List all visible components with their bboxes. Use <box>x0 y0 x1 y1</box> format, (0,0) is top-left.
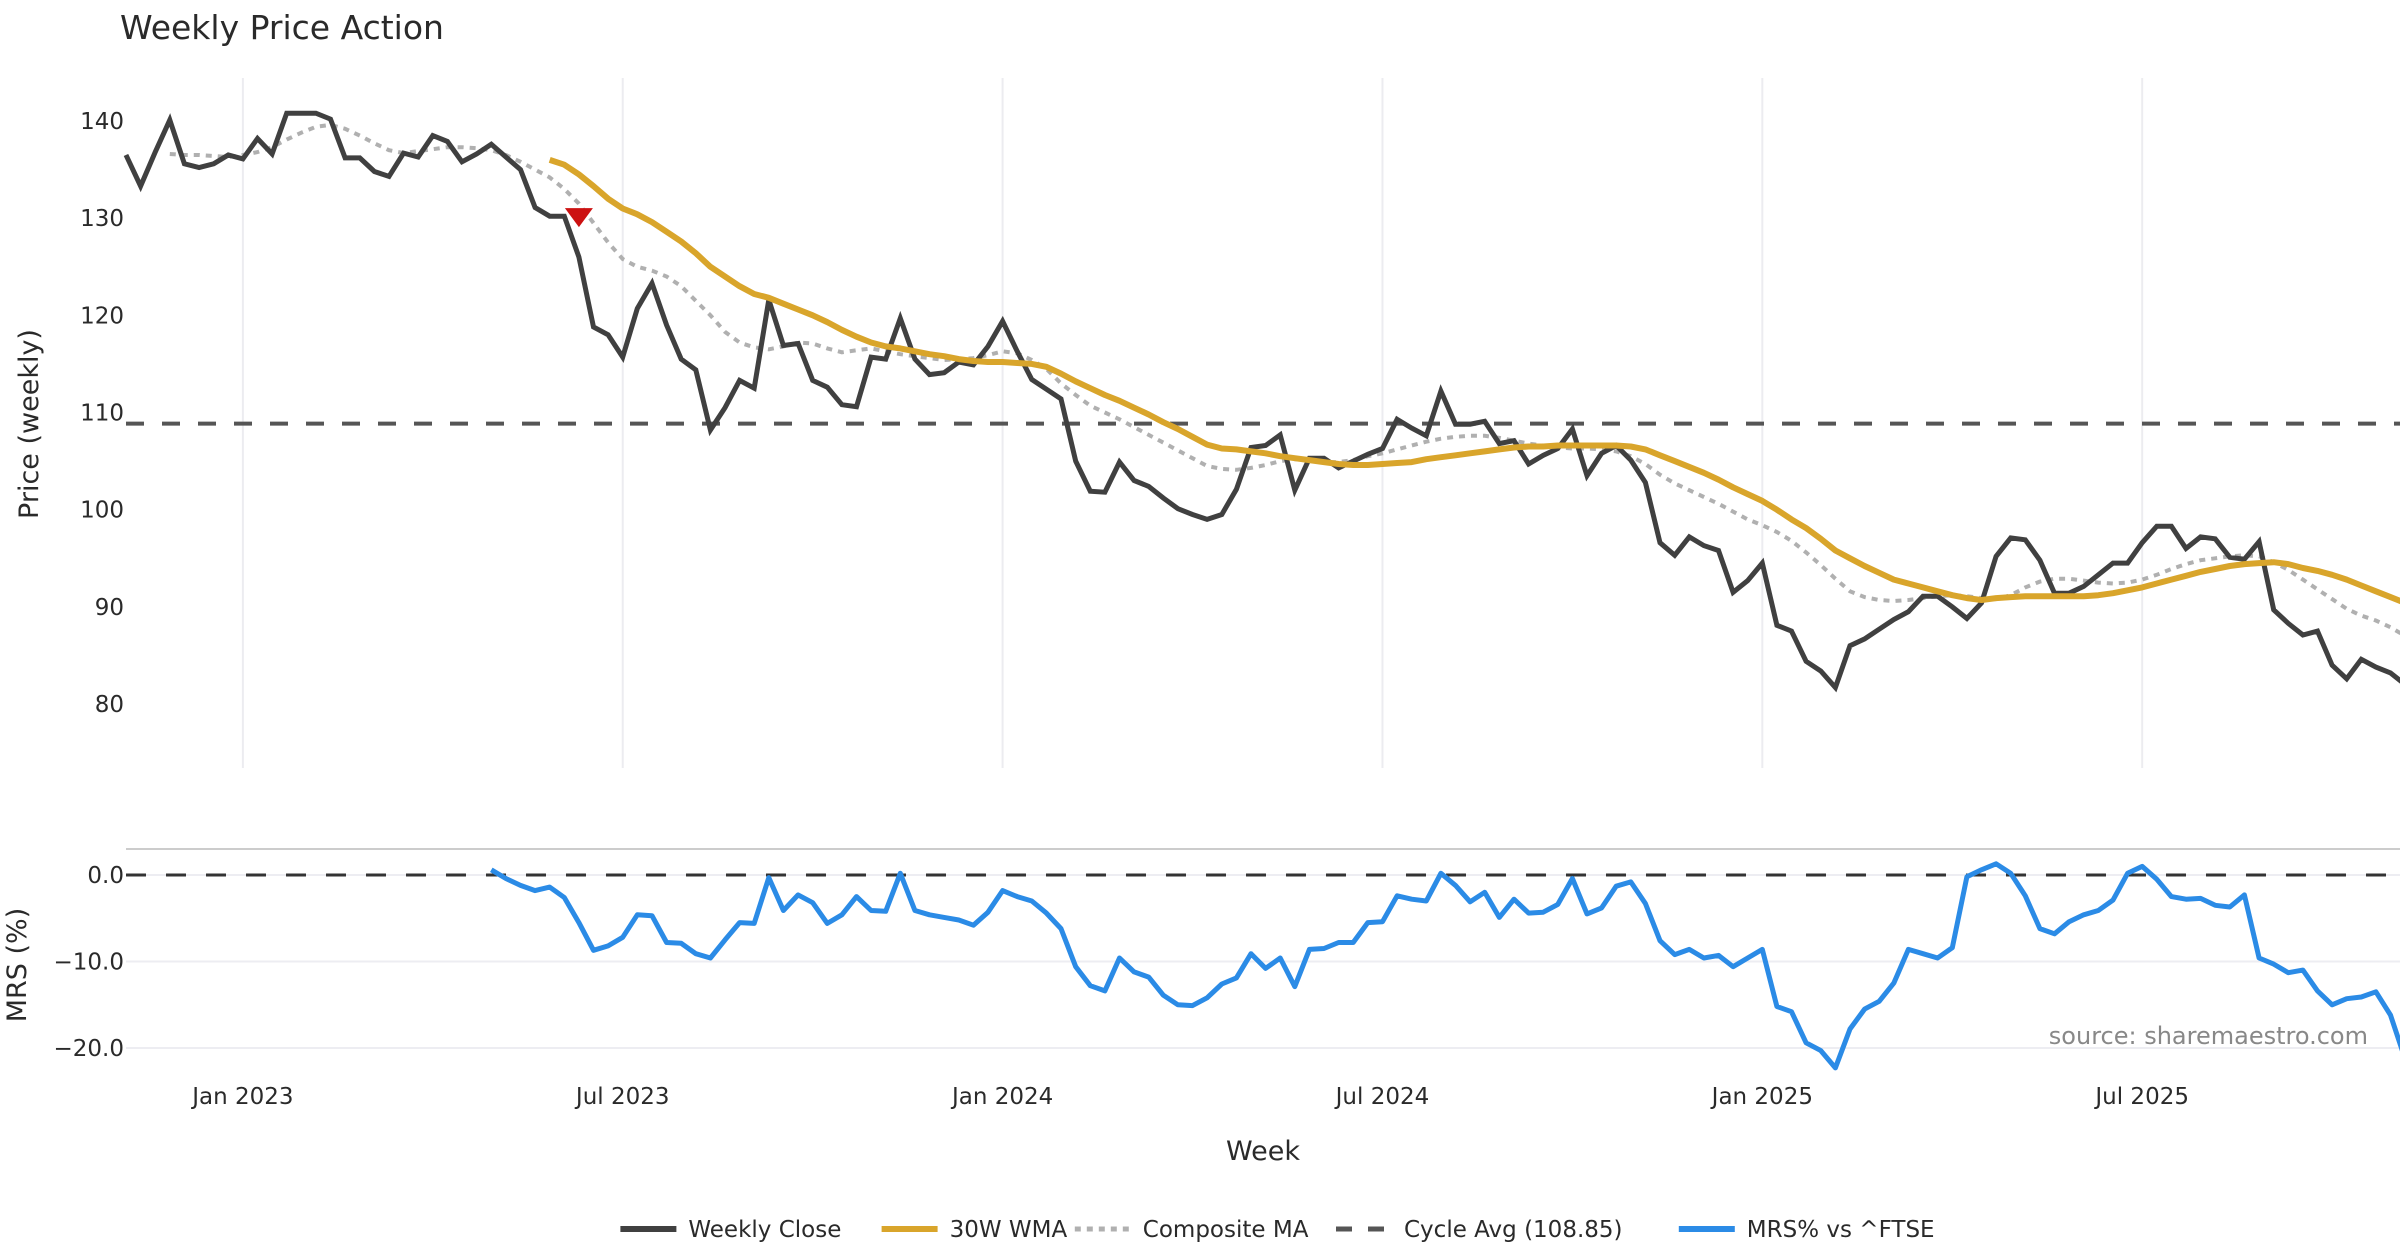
legend-item: Composite MA <box>1074 1217 1309 1243</box>
legend-label: Composite MA <box>1143 1217 1309 1243</box>
legend-item: 30W WMA <box>881 1217 1068 1243</box>
x-tick-label: Jul 2023 <box>574 1084 670 1110</box>
mrs-y-tick-label: 0.0 <box>87 863 124 889</box>
x-tick-label: Jan 2023 <box>190 1084 293 1110</box>
mrs-y-axis-label: MRS (%) <box>2 908 33 1023</box>
legend-label: 30W WMA <box>950 1217 1068 1243</box>
x-axis-label: Week <box>1226 1136 1300 1167</box>
x-tick-label: Jul 2025 <box>2093 1084 2189 1110</box>
x-tick-label: Jan 2024 <box>950 1084 1053 1110</box>
legend-item: MRS% vs ^FTSE <box>1678 1217 1935 1243</box>
price-y-tick-label: 130 <box>80 206 124 232</box>
mrs-line <box>490 861 2400 1071</box>
price-y-tick-label: 100 <box>80 498 124 524</box>
composite-ma-line <box>169 122 2400 636</box>
price-panel-series <box>123 110 2400 693</box>
legend-item: Weekly Close <box>620 1217 841 1243</box>
price-y-tick-label: 120 <box>80 303 124 329</box>
price-y-tick-label: 110 <box>80 401 124 427</box>
mrs-y-axis-ticks: −20.0 −10.0 0.0 <box>54 863 124 1062</box>
legend-label: Cycle Avg (108.85) <box>1404 1217 1623 1243</box>
price-y-tick-label: 80 <box>95 692 124 718</box>
legend-label: MRS% vs ^FTSE <box>1747 1217 1935 1243</box>
legend: Weekly Close 30W WMA Composite MA Cycle Avg… <box>620 1217 1935 1243</box>
chart-title: Weekly Price Action <box>120 8 444 47</box>
x-tick-label: Jul 2024 <box>1334 1084 1430 1110</box>
mrs-y-tick-label: −10.0 <box>54 950 124 976</box>
source-credit: source: sharemaestro.com <box>2049 1022 2368 1050</box>
weekly-close-line <box>123 110 2400 693</box>
x-tick-label: Jan 2025 <box>1710 1084 1813 1110</box>
wma-30w-line <box>548 157 2400 605</box>
price-y-axis-ticks: 80 90 100 110 120 130 140 <box>80 109 124 718</box>
price-panel-annotations <box>564 208 593 228</box>
sell-signal-marker-icon <box>564 208 593 228</box>
x-axis-ticks: Jan 2023 Jul 2023 Jan 2024 Jul 2024 Jan 2025… <box>190 1084 2189 1110</box>
price-y-tick-label: 90 <box>95 595 124 621</box>
mrs-y-tick-label: −20.0 <box>54 1036 124 1062</box>
mrs-panel-series <box>126 861 2400 1071</box>
legend-item: Cycle Avg (108.85) <box>1336 1217 1623 1243</box>
price-y-tick-label: 140 <box>80 109 124 135</box>
price-y-axis-label: Price (weekly) <box>14 329 45 519</box>
legend-label: Weekly Close <box>688 1217 841 1243</box>
